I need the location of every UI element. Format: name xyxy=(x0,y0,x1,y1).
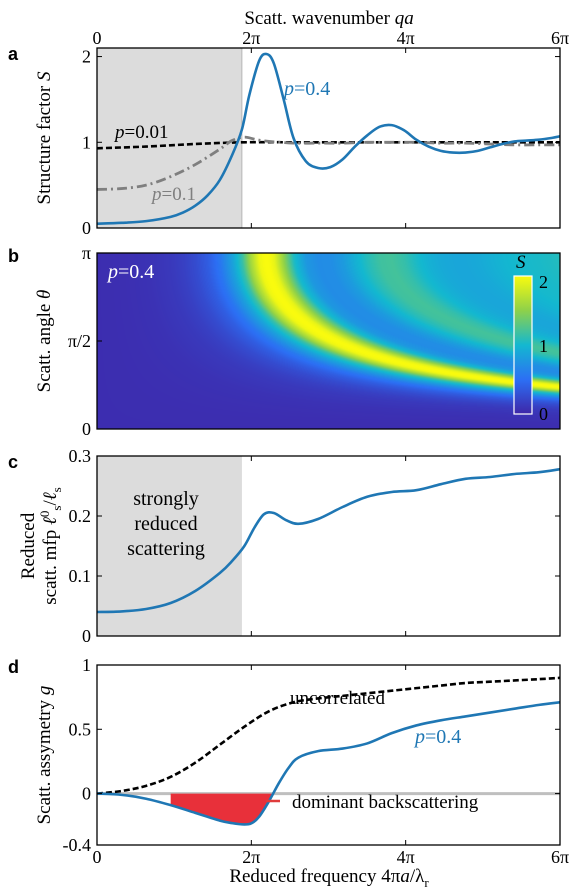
panel-b: b 0 π/2 π Scatt. angle θ p=0.4 S 2 1 0 xyxy=(8,243,561,439)
panel-b-ylabel: Scatt. angle θ xyxy=(34,290,55,393)
top-tick-label: 6π xyxy=(551,28,569,48)
panel-d: d -0.4 0 0.5 1 Scatt. assymetry g uncorrela… xyxy=(8,655,561,855)
series-p-0-4-line xyxy=(97,52,560,226)
y-tick-label: -0.4 xyxy=(63,835,92,855)
label-backscattering: dominant backscattering xyxy=(292,792,479,813)
series-p-0-4-line xyxy=(97,700,560,826)
bottom-axis-label: Reduced frequency 4πa/λr xyxy=(229,866,429,890)
bottom-tick-label: 4π xyxy=(397,847,415,867)
label-p001: p=0.01 xyxy=(113,122,168,143)
panel-a-letter: a xyxy=(8,44,19,64)
label-p01: p=0.1 xyxy=(150,184,196,205)
y-tick-label: 0 xyxy=(82,784,91,804)
label-p04-d: p=0.4 xyxy=(413,726,461,748)
colorbar xyxy=(513,275,533,415)
panel-c: c 0 0.1 0.2 0.3 Reduced scatt. mfp ℓ0s/ℓs s… xyxy=(8,446,561,646)
panel-c-shade xyxy=(97,456,242,636)
label-p04-a: p=0.4 xyxy=(282,78,330,100)
y-tick-label: 0 xyxy=(82,419,91,439)
colorbar-tick-0: 0 xyxy=(539,404,548,424)
series-p-0-1-line xyxy=(97,135,560,191)
series-uncorrelated-line xyxy=(97,676,560,795)
colorbar-tick-1: 1 xyxy=(539,336,548,356)
panel-c-ylabel-line1: Reduced xyxy=(18,512,39,579)
label-p04-b: p=0.4 xyxy=(106,261,154,283)
top-tick-label: 0 xyxy=(93,28,102,48)
top-tick-label: 2π xyxy=(242,28,260,48)
shade-text-3: scattering xyxy=(127,538,205,560)
top-axis-label: Scatt. wavenumber qa xyxy=(244,8,413,29)
bottom-tick-label: 2π xyxy=(242,847,260,867)
y-tick-label: 0.5 xyxy=(69,719,92,739)
bottom-tick-label: 6π xyxy=(551,847,569,867)
colorbar-tick-2: 2 xyxy=(539,272,548,292)
panel-a-frame xyxy=(96,47,561,229)
y-tick-label: 1 xyxy=(82,655,91,675)
series-p-0-4-line xyxy=(97,467,560,614)
label-uncorrelated: uncorrelated xyxy=(290,688,385,709)
y-tick-label: 0 xyxy=(82,218,91,238)
y-tick-label: π/2 xyxy=(68,331,91,351)
shade-text-1: strongly xyxy=(133,488,199,510)
y-tick-label: π xyxy=(82,243,91,263)
y-tick-label: 0.1 xyxy=(69,566,92,586)
y-tick-label: 0 xyxy=(82,626,91,646)
top-axis-ticks: 0 2π 4π 6π xyxy=(93,28,570,48)
bottom-tick-label: 0 xyxy=(93,847,102,867)
colorbar-label: S xyxy=(516,252,526,273)
panel-d-ylabel: Scatt. assymetry g xyxy=(34,686,55,825)
y-tick-label: 2 xyxy=(82,47,91,67)
panel-a-ylabel: Structure factor S xyxy=(34,71,55,204)
panel-d-frame xyxy=(96,664,561,846)
y-tick-label: 0.3 xyxy=(69,446,92,466)
panel-c-frame xyxy=(96,455,561,637)
shade-text-2: reduced xyxy=(134,513,197,535)
panel-a-shade xyxy=(97,48,242,228)
panel-b-letter: b xyxy=(8,246,19,266)
panel-b-heatmap xyxy=(97,253,560,429)
panel-d-letter: d xyxy=(8,657,19,677)
y-tick-label: 1 xyxy=(82,132,91,152)
bottom-axis-ticks: 0 2π 4π 6π xyxy=(93,847,570,867)
panel-c-letter: c xyxy=(8,452,18,472)
backscatter-fill xyxy=(170,793,275,825)
panel-a: a 0 1 2 Structure factor S p=0.4 p=0.01 p=… xyxy=(8,44,561,238)
top-tick-label: 4π xyxy=(397,28,415,48)
y-tick-label: 0.2 xyxy=(69,506,92,526)
panel-c-ylabel-line2: scatt. mfp ℓ0s/ℓs xyxy=(37,487,64,604)
